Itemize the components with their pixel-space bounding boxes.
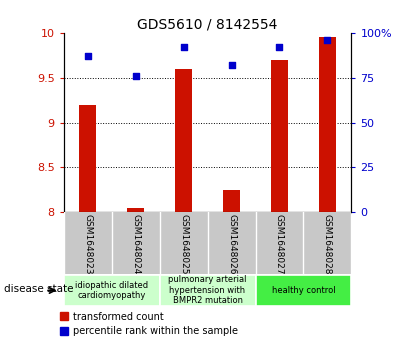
Bar	[256, 275, 351, 306]
Bar	[64, 275, 159, 306]
Point	[276, 44, 283, 50]
Text: idiopathic dilated
cardiomyopathy: idiopathic dilated cardiomyopathy	[75, 281, 148, 300]
Text: pulmonary arterial
hypertension with
BMPR2 mutation: pulmonary arterial hypertension with BMP…	[169, 276, 247, 305]
Text: GSM1648026: GSM1648026	[227, 214, 236, 275]
Bar	[79, 105, 96, 212]
Text: GSM1648028: GSM1648028	[323, 214, 332, 275]
Bar	[319, 37, 336, 212]
Text: GSM1648027: GSM1648027	[275, 214, 284, 275]
Bar	[271, 60, 288, 212]
Bar	[159, 275, 256, 306]
Point	[324, 37, 331, 43]
Title: GDS5610 / 8142554: GDS5610 / 8142554	[137, 17, 278, 32]
Text: GSM1648023: GSM1648023	[83, 214, 92, 275]
Point	[180, 44, 187, 50]
Text: GSM1648024: GSM1648024	[131, 214, 140, 274]
Point	[84, 53, 91, 59]
Bar	[175, 69, 192, 212]
Text: GSM1648025: GSM1648025	[179, 214, 188, 275]
Text: disease state: disease state	[4, 284, 74, 294]
Text: healthy control: healthy control	[272, 286, 335, 295]
Point	[228, 62, 235, 68]
Point	[132, 73, 139, 79]
Legend: transformed count, percentile rank within the sample: transformed count, percentile rank withi…	[60, 311, 238, 337]
Bar	[127, 208, 144, 212]
Bar	[223, 190, 240, 212]
